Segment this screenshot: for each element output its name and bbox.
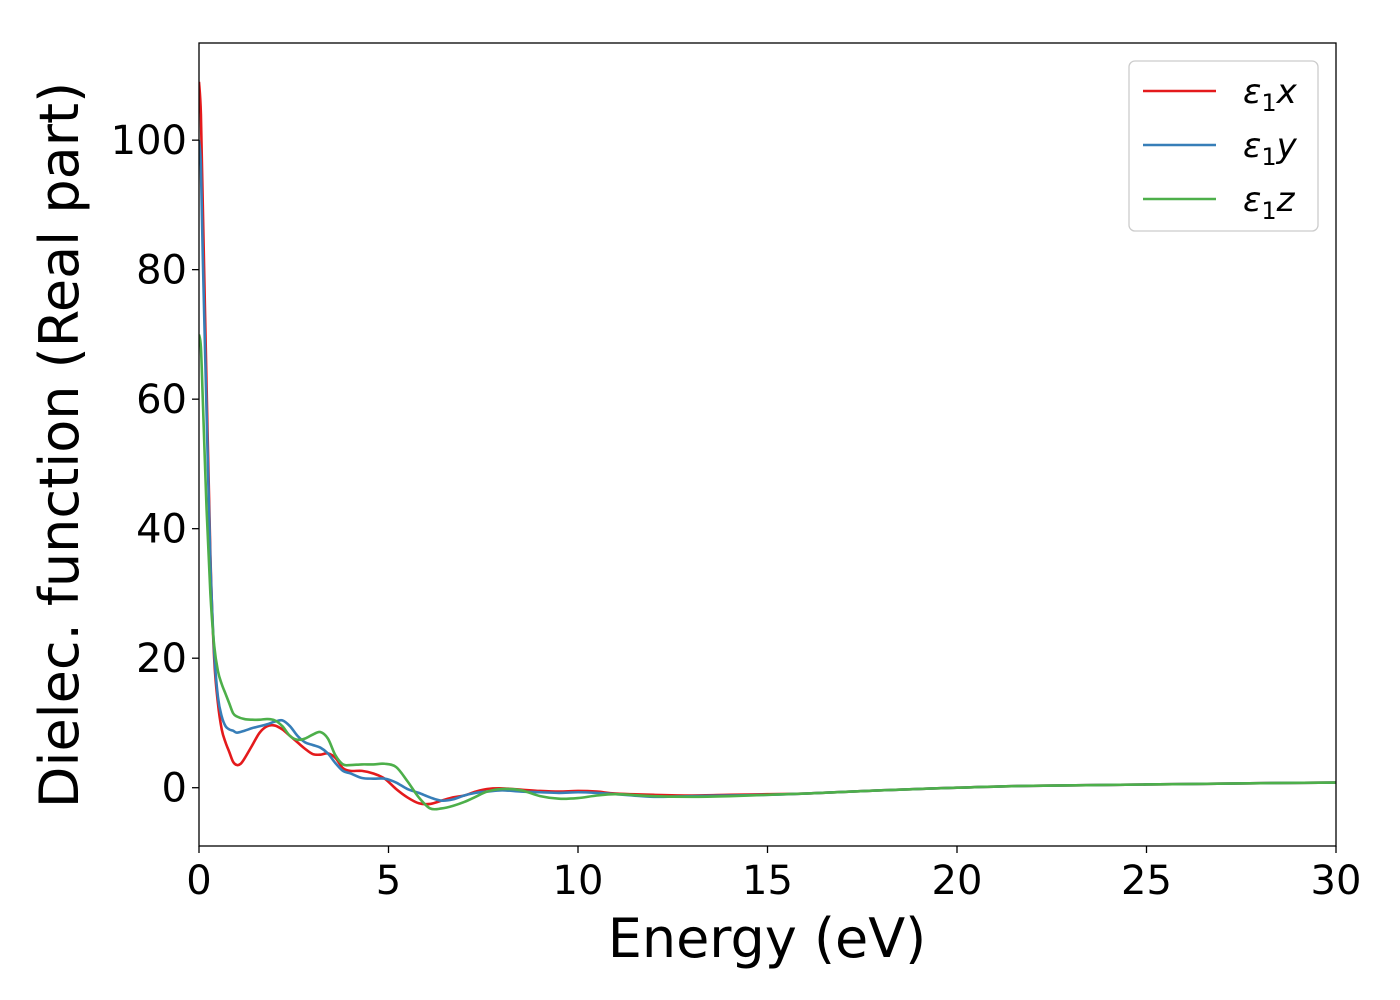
y-tick-label: 100 bbox=[111, 118, 187, 164]
y-axis-title: Dielec. function (Real part) bbox=[28, 82, 91, 808]
series-line-z bbox=[199, 334, 1336, 811]
legend-label-z: ε1z bbox=[1243, 180, 1296, 225]
legend: ε1x ε1y ε1z bbox=[1128, 60, 1319, 232]
y-tick-label: 0 bbox=[162, 766, 187, 812]
x-tick-label: 5 bbox=[376, 858, 401, 904]
y-axis: 0 20 40 60 80 100 bbox=[111, 118, 199, 812]
x-tick-label: 25 bbox=[1121, 858, 1172, 904]
x-axis: 0 5 10 15 20 25 30 bbox=[186, 846, 1361, 904]
legend-label-x: ε1x bbox=[1243, 72, 1298, 117]
y-tick-label: 60 bbox=[136, 377, 187, 423]
x-tick-label: 15 bbox=[742, 858, 793, 904]
legend-label-y: ε1y bbox=[1243, 126, 1298, 171]
legend-box bbox=[1128, 60, 1319, 232]
y-tick-label: 20 bbox=[136, 636, 187, 682]
x-tick-label: 20 bbox=[932, 858, 983, 904]
y-tick-label: 40 bbox=[136, 507, 187, 553]
x-axis-title: Energy (eV) bbox=[608, 907, 927, 970]
series-layer bbox=[199, 81, 1336, 811]
x-tick-label: 30 bbox=[1311, 858, 1362, 904]
x-tick-label: 10 bbox=[553, 858, 604, 904]
y-tick-label: 80 bbox=[136, 248, 187, 294]
x-tick-label: 0 bbox=[186, 858, 211, 904]
